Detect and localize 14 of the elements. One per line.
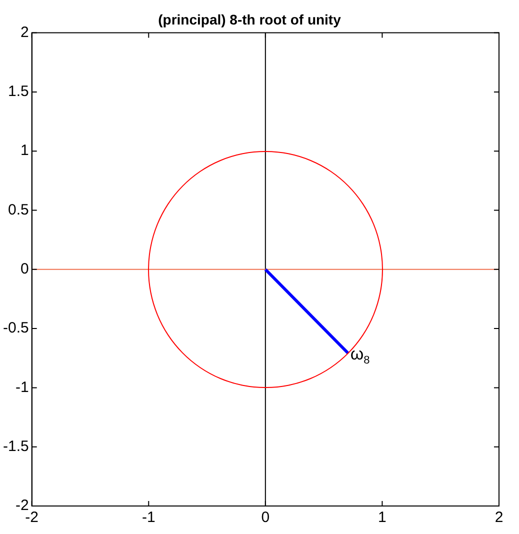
y-tick-label: -1 [16,378,29,396]
y-tick-label: -1.5 [2,438,29,455]
chart-title: (principal) 8-th root of unity [158,11,342,28]
y-tick-label: -2 [16,497,29,514]
y-tick-label: 0 [20,260,29,278]
x-tick-label: 2 [494,509,504,526]
y-tick-label: -0.5 [2,320,29,337]
y-tick-label: 2 [20,24,29,41]
x-tick-label: -1 [142,509,156,526]
y-tick-label: 0.5 [8,201,29,218]
y-tick-label: 1 [20,142,29,160]
y-tick-label: 1.5 [8,83,29,100]
x-tick-label: 0 [261,509,270,526]
x-tick-label: 1 [378,509,386,526]
